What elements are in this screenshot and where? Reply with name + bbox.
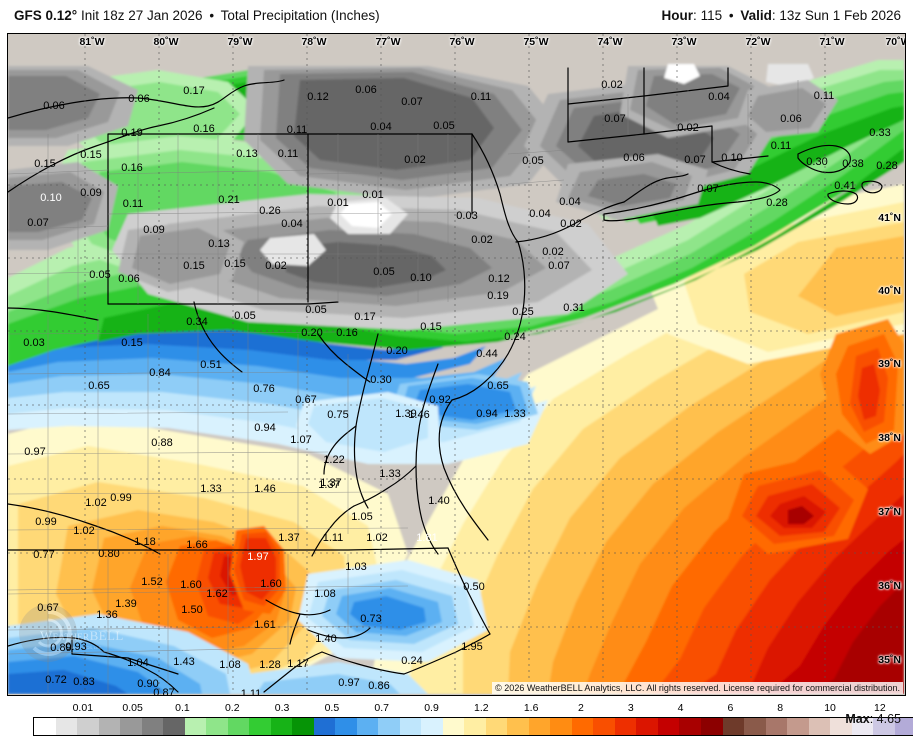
colorbar-tick-label: 0.5 bbox=[324, 702, 340, 714]
colorbar-tick-label: 0.01 bbox=[72, 702, 94, 714]
colorbar-tick-label: 0.05 bbox=[122, 702, 143, 714]
colorbar-swatch bbox=[335, 718, 357, 735]
colorbar-swatch bbox=[614, 718, 637, 735]
colorbar-tick-label: 10 bbox=[824, 702, 836, 714]
colorbar-swatch bbox=[722, 718, 745, 735]
colorbar-swatch bbox=[98, 718, 121, 735]
colorbar-swatch bbox=[421, 718, 443, 735]
colorbar-swatch bbox=[657, 718, 680, 735]
header-bar: GFS 0.12° Init 18z 27 Jan 2026 • Total P… bbox=[0, 0, 913, 33]
colorbar-tick-label: 0.3 bbox=[274, 702, 290, 714]
colorbar-swatch bbox=[378, 718, 400, 735]
max-value-readout: Max: 4.65 bbox=[845, 712, 901, 726]
colorbar-tick-label: 1.6 bbox=[523, 702, 539, 714]
colorbar-swatch bbox=[399, 718, 422, 735]
colorbar-tick-label: 3 bbox=[627, 702, 634, 714]
map-contour-graphic bbox=[8, 34, 904, 694]
colorbar-swatch bbox=[292, 718, 314, 735]
colorbar-tick-label: 0.7 bbox=[374, 702, 390, 714]
model-name: GFS 0.12° bbox=[14, 8, 78, 23]
copyright-notice: © 2026 WeatherBELL Analytics, LLC. All r… bbox=[492, 682, 903, 694]
colorbar-swatch bbox=[593, 718, 615, 735]
colorbar-swatch bbox=[679, 718, 701, 735]
precipitation-map[interactable]: WEATHERBELL ANALYTICS, LLC 81˚W 80˚W 79˚W 7… bbox=[7, 33, 906, 696]
colorbar-swatch bbox=[507, 718, 529, 735]
colorbar-swatch bbox=[270, 718, 293, 735]
colorbar-swatch bbox=[894, 718, 913, 735]
colorbar-swatch bbox=[830, 718, 852, 735]
colorbar-swatch bbox=[787, 718, 809, 735]
colorbar-swatch bbox=[485, 718, 508, 735]
colorbar-swatch bbox=[851, 718, 874, 735]
colorbar-tick-label: 0.2 bbox=[224, 702, 240, 714]
colorbar-swatch bbox=[464, 718, 486, 735]
colorbar-tick-label: 0.9 bbox=[424, 702, 439, 714]
valid-value: 13z Sun 1 Feb 2026 bbox=[779, 8, 901, 23]
max-value: 4.65 bbox=[876, 712, 901, 726]
valid-label: Valid bbox=[740, 8, 772, 23]
colorbar-tick-label: 6 bbox=[727, 702, 734, 714]
colorbar-swatch bbox=[55, 718, 78, 735]
colorbar-swatch bbox=[873, 718, 895, 735]
colorbar-swatch bbox=[184, 718, 207, 735]
colorbar-tick-labels: 0.01 0.05 0.1 0.2 0.3 0.5 0.7 0.9 1.2 1.6 2 3 4 6 8 10 1… bbox=[33, 702, 913, 717]
colorbar-swatch bbox=[765, 718, 788, 735]
colorbar-tick-label: 1.2 bbox=[474, 702, 489, 714]
colorbar-tick-label: 4 bbox=[677, 702, 684, 714]
colorbar-swatch bbox=[442, 718, 465, 735]
colorbar-tick-label: 12 bbox=[874, 702, 886, 714]
colorbar-swatch bbox=[700, 718, 723, 735]
colorbar-swatch bbox=[550, 718, 572, 735]
colorbar-swatch bbox=[120, 718, 142, 735]
colorbar-legend: 0.01 0.05 0.1 0.2 0.3 0.5 0.7 0.9 1.2 1.6 2 3 4 6 8 10 1… bbox=[0, 700, 913, 750]
hour-value: 115 bbox=[700, 8, 723, 23]
colorbar-swatch bbox=[227, 718, 250, 735]
field-name: Total Precipitation (Inches) bbox=[220, 8, 380, 23]
colorbar-tick-label: 8 bbox=[777, 702, 784, 714]
colorbar-tick-label: 0.1 bbox=[175, 702, 190, 714]
colorbar-swatch bbox=[636, 718, 658, 735]
colorbar-swatch bbox=[249, 718, 271, 735]
colorbar-swatch bbox=[528, 718, 551, 735]
colorbar-swatch bbox=[34, 718, 56, 735]
colorbar-swatch bbox=[77, 718, 99, 735]
colorbar-swatches[interactable] bbox=[33, 717, 913, 736]
hour-label: Hour bbox=[661, 8, 694, 23]
colorbar-swatch bbox=[808, 718, 831, 735]
max-label: Max bbox=[845, 712, 870, 726]
title-bullet: • bbox=[209, 8, 215, 23]
colorbar-tick-label: 2 bbox=[578, 702, 584, 714]
colorbar-swatch bbox=[571, 718, 594, 735]
page-title: GFS 0.12° Init 18z 27 Jan 2026 • Total P… bbox=[14, 8, 380, 23]
colorbar-swatch bbox=[313, 718, 336, 735]
colorbar-swatch bbox=[163, 718, 185, 735]
init-time: Init 18z 27 Jan 2026 bbox=[80, 8, 203, 23]
info-bullet: • bbox=[728, 8, 734, 23]
colorbar-swatch bbox=[141, 718, 164, 735]
forecast-info: Hour: 115 • Valid: 13z Sun 1 Feb 2026 bbox=[661, 8, 901, 23]
colorbar-swatch bbox=[356, 718, 379, 735]
colorbar-swatch bbox=[744, 718, 766, 735]
colorbar-swatch bbox=[206, 718, 228, 735]
